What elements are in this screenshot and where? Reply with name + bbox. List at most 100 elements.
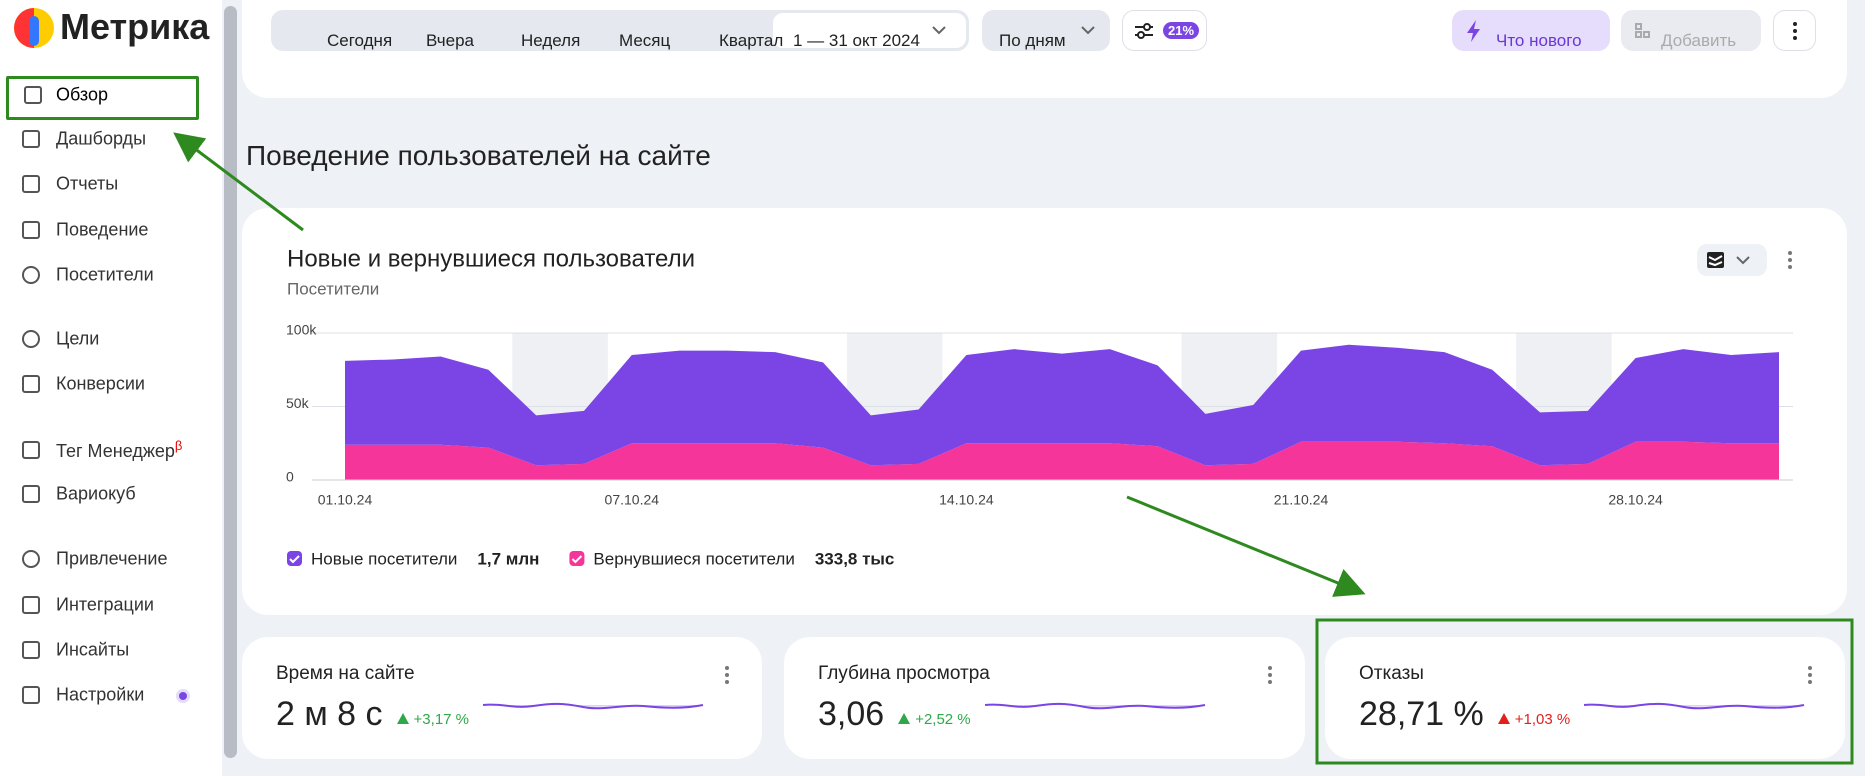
nav-item[interactable]: Посетители	[56, 264, 154, 285]
x-tick-label: 01.10.24	[318, 492, 373, 508]
period[interactable]: Сегодня	[327, 31, 393, 50]
nav-icon	[22, 130, 40, 148]
spark-line	[984, 702, 1205, 710]
sidebar: Метрика Обзор Дашборды Отчеты Поведение Посе…	[0, 0, 222, 776]
nav-item[interactable]: Поведение	[56, 219, 149, 240]
nav-icon	[22, 330, 40, 348]
nav-item[interactable]: Обзор	[56, 84, 108, 105]
nav-item[interactable]: Настройки	[56, 684, 145, 705]
chart-type[interactable]	[1697, 244, 1767, 276]
highlight-box	[6, 76, 199, 120]
dots[interactable]	[1787, 250, 1793, 270]
x-tick-label: 28.10.24	[1608, 492, 1663, 508]
metric-title: Время на сайте	[276, 663, 415, 684]
nav-item[interactable]: Тег Менеджерβ	[56, 438, 183, 461]
whats-new-label[interactable]: Что нового	[1496, 31, 1582, 50]
filters[interactable]: 21%	[1122, 10, 1207, 51]
legend-checkbox	[287, 551, 302, 566]
period[interactable]: Месяц	[619, 31, 671, 50]
sparkline	[483, 702, 704, 710]
metric-value: 28,71 %	[1359, 695, 1484, 733]
metric-change-text: +2,52 %	[915, 711, 971, 728]
metric-change: +1,03 %	[1497, 711, 1571, 728]
add-label[interactable]: Добавить	[1661, 31, 1737, 50]
nav-item[interactable]: Инсайты	[56, 639, 130, 660]
nav-item[interactable]: Вариокуб	[56, 483, 136, 504]
y-tick-label: 50k	[286, 395, 310, 411]
nav-item[interactable]: Отчеты	[56, 173, 119, 194]
date-box[interactable]	[773, 13, 966, 48]
check	[571, 555, 583, 564]
metric-value: 3,06	[818, 695, 885, 733]
nav-item[interactable]: Цели	[56, 328, 100, 349]
nav-item[interactable]: Дашборды	[56, 128, 146, 149]
add[interactable]: Добавить	[1621, 10, 1761, 51]
spark-area	[984, 703, 1205, 709]
legend-label: Новые посетители	[311, 549, 457, 568]
dots[interactable]	[1267, 665, 1273, 685]
sparkline	[1584, 702, 1805, 710]
metric-value: 2 м 8 с	[276, 695, 383, 733]
dots	[1793, 22, 1797, 40]
more[interactable]	[1773, 10, 1816, 51]
metric-title: Глубина просмотра	[818, 663, 990, 684]
add-icon	[1635, 23, 1650, 38]
area	[345, 344, 1779, 466]
metric-change: +2,52 %	[898, 711, 971, 728]
spark-line	[483, 702, 704, 710]
nav-icon	[22, 266, 40, 284]
y-tick-label: 100k	[286, 322, 317, 338]
period-bar: 1 — 31 окт 2024 Сегодня Вчера Неделя Месяц К…	[271, 10, 969, 51]
x-tick-label: 07.10.24	[605, 492, 660, 508]
chart-type-icon	[1707, 252, 1750, 268]
legend-total: 333,8 тыс	[815, 549, 895, 568]
period[interactable]: Квартал	[719, 31, 784, 50]
legend-label: Вернувшиеся посетители	[593, 549, 794, 568]
beta: β	[174, 438, 183, 453]
logo-icon	[14, 8, 54, 48]
dot	[176, 689, 190, 703]
filter-badge: 21%	[1163, 22, 1200, 39]
grouping-label[interactable]: По дням	[999, 31, 1066, 50]
legend-checkbox	[569, 551, 585, 566]
nav-icon	[22, 441, 40, 459]
legend-total: 1,7 млн	[477, 549, 539, 568]
nav-item[interactable]: Конверсии	[56, 373, 145, 394]
nav-item[interactable]: Привлечение	[56, 548, 168, 569]
arrow-up	[396, 713, 409, 724]
whats-new[interactable]: Что нового	[1452, 10, 1610, 51]
metric-change-text: +3,17 %	[413, 711, 470, 728]
chevron	[1081, 26, 1095, 35]
metric-change-text: +1,03 %	[1514, 711, 1571, 728]
arrow-up	[898, 713, 911, 724]
dots[interactable]	[724, 665, 730, 685]
bolt	[1467, 20, 1480, 42]
nav-icon	[22, 596, 40, 614]
sparkline	[984, 702, 1205, 710]
logo: Метрика	[60, 6, 210, 47]
nav-icon	[22, 641, 40, 659]
section-title: Поведение пользователей на сайте	[246, 140, 711, 171]
nav-icon	[22, 550, 40, 568]
metric-title: Отказы	[1359, 663, 1424, 684]
area	[345, 441, 1779, 480]
spark-area	[483, 703, 704, 709]
y-tick-label: 0	[286, 469, 294, 485]
nav-icon	[22, 175, 40, 193]
period[interactable]: Вчера	[426, 31, 474, 50]
arrow-up	[1497, 713, 1510, 724]
chevron	[932, 26, 946, 35]
metric-card: Глубина просмотра 3,06 +2,52 %	[784, 637, 1305, 759]
grouping[interactable]: По дням	[982, 10, 1110, 51]
date-range[interactable]: 1 — 31 окт 2024	[793, 31, 920, 50]
chart-title: Новые и вернувшиеся пользователи	[287, 245, 695, 272]
metric-card: Отказы 28,71 % +1,03 %	[1325, 637, 1845, 759]
dots[interactable]	[1807, 665, 1813, 685]
nav-icon	[22, 485, 40, 503]
nav-icon	[24, 86, 42, 104]
nav-item[interactable]: Интеграции	[56, 594, 154, 615]
x-tick-label: 21.10.24	[1274, 492, 1329, 508]
period[interactable]: Неделя	[521, 31, 581, 50]
